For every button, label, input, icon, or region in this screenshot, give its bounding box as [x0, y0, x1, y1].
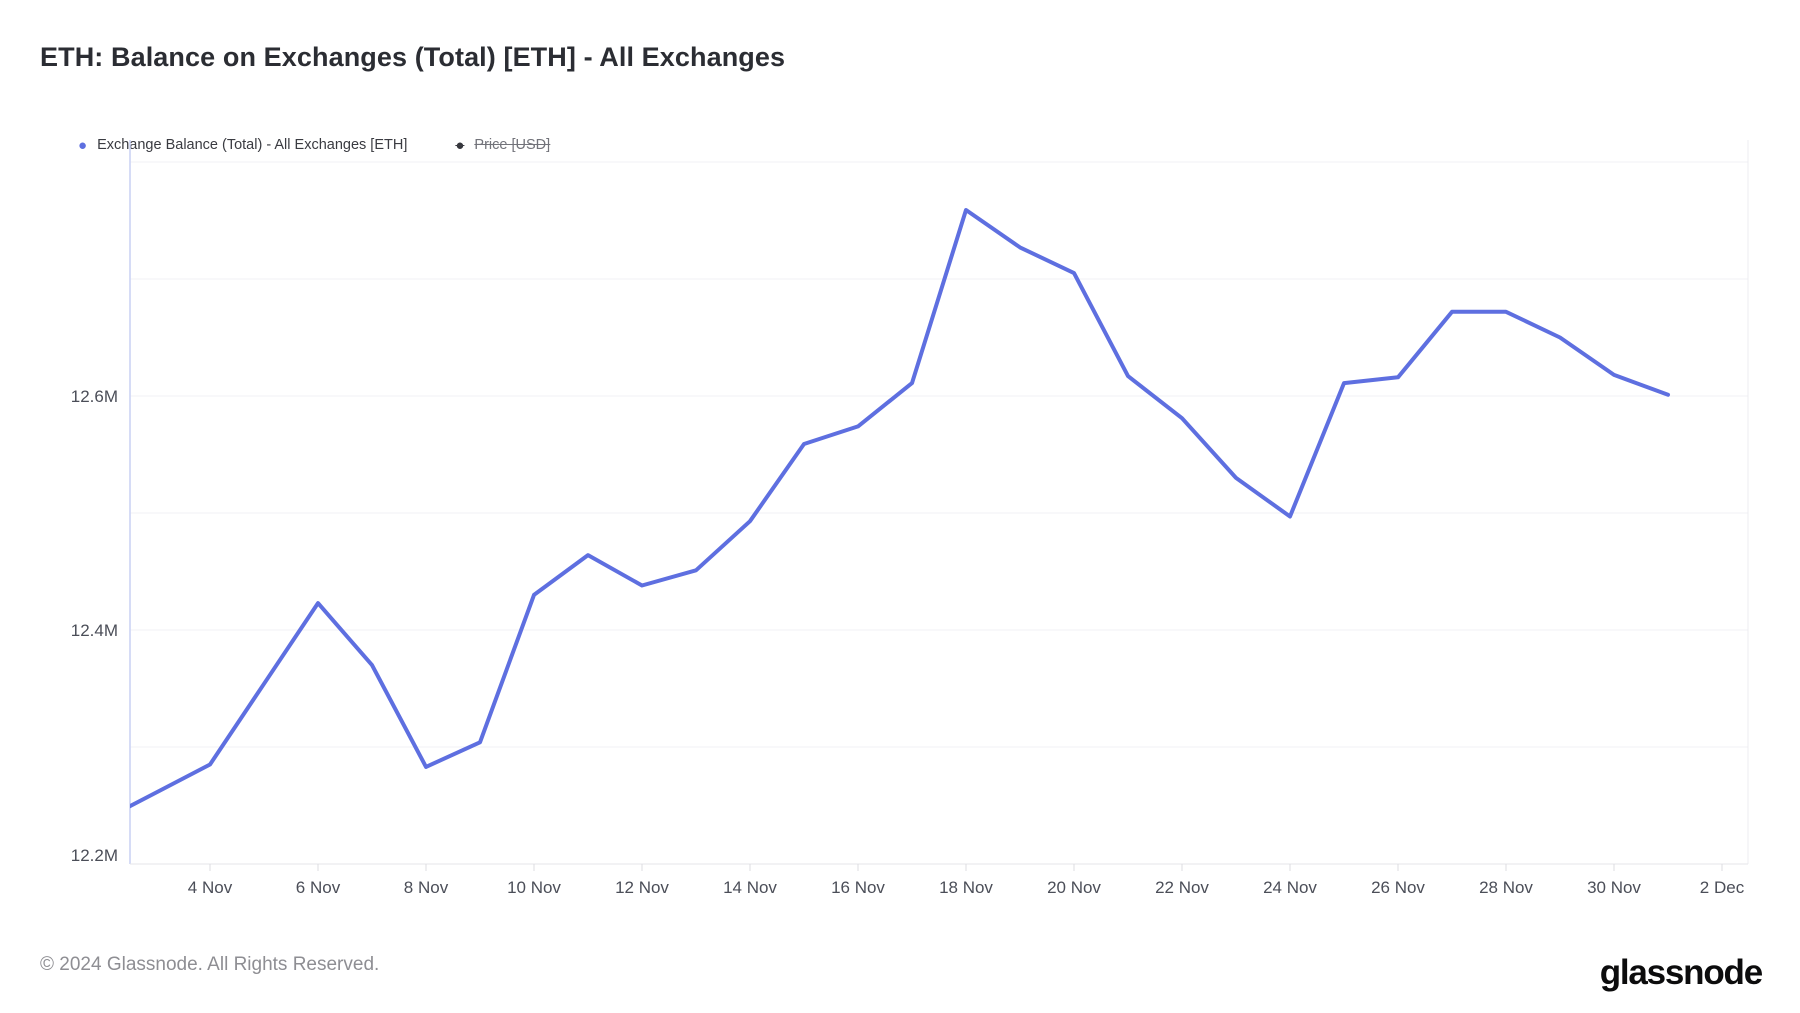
x-axis-tick-label: 24 Nov — [1263, 878, 1317, 897]
axes-layer — [129, 140, 1749, 871]
legend-item-label: Exchange Balance (Total) - All Exchanges… — [97, 136, 407, 154]
x-axis-tick-label: 26 Nov — [1371, 878, 1425, 897]
x-axis-tick-label: 6 Nov — [296, 878, 341, 897]
x-axis-tick-label: 20 Nov — [1047, 878, 1101, 897]
legend-item-price-usd[interactable]: ● Price [USD] — [455, 136, 550, 154]
chart-plot-area[interactable] — [130, 140, 1748, 864]
x-axis-tick-label: 28 Nov — [1479, 878, 1533, 897]
legend-item-exchange-balance[interactable]: ● Exchange Balance (Total) - All Exchang… — [78, 136, 407, 154]
x-axis-tick-label: 2 Dec — [1700, 878, 1745, 897]
y-axis-tick-label: 12.6M — [71, 387, 118, 406]
page-title: ETH: Balance on Exchanges (Total) [ETH] … — [40, 42, 786, 72]
gridlines-layer — [130, 161, 1748, 748]
copyright-text: © 2024 Glassnode. All Rights Reserved. — [40, 954, 380, 975]
x-axis-tick-label: 4 Nov — [188, 878, 233, 897]
x-axis-tick-label: 10 Nov — [507, 878, 561, 897]
chart-legend: ● Exchange Balance (Total) - All Exchang… — [78, 136, 550, 154]
x-axis-tick-label: 14 Nov — [723, 878, 777, 897]
axis-labels-layer: 4 Nov 6 Nov 8 Nov 10 Nov 12 Nov 14 Nov 16 Nov 1… — [71, 387, 1745, 897]
x-axis-tick-label: 22 Nov — [1155, 878, 1209, 897]
series-marker-icon: ● — [455, 138, 464, 153]
x-axis-tick-label: 30 Nov — [1587, 878, 1641, 897]
series-layer — [102, 208, 1670, 821]
series-marker-icon: ● — [78, 136, 88, 154]
glassnode-logo: glassnode — [1599, 953, 1764, 992]
x-axis-tick-label: 12 Nov — [615, 878, 669, 897]
x-axis-tick-label: 8 Nov — [404, 878, 449, 897]
x-axis-tick-label: 18 Nov — [939, 878, 993, 897]
legend-item-label: Price [USD] — [474, 136, 550, 154]
exchange-balance-line[interactable] — [102, 208, 1670, 821]
y-axis-tick-label: 12.2M — [71, 846, 118, 865]
y-axis-tick-label: 12.4M — [71, 621, 118, 640]
x-axis-tick-label: 16 Nov — [831, 878, 885, 897]
